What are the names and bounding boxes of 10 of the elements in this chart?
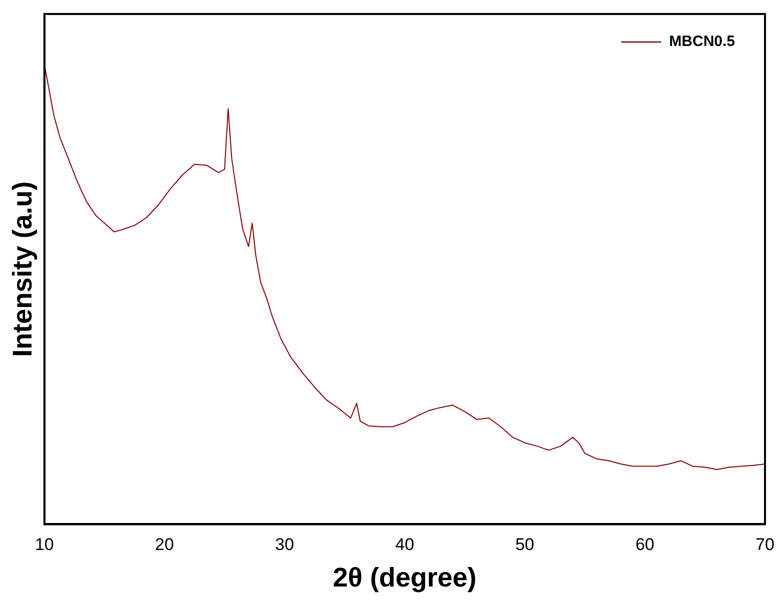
x-tick-label: 10 [34,535,54,554]
x-tick-label: 60 [635,535,654,554]
x-tick-label: 30 [275,535,294,554]
x-tick-label: 50 [515,535,534,554]
x-tick-label: 70 [756,535,774,554]
x-axis-title: 2θ (degree) [332,562,477,592]
legend-label: MBCN0.5 [669,33,736,50]
x-tick-label: 40 [395,535,414,554]
y-axis-title: Intensity (a.u) [8,181,38,357]
x-tick-label: 20 [155,535,174,554]
